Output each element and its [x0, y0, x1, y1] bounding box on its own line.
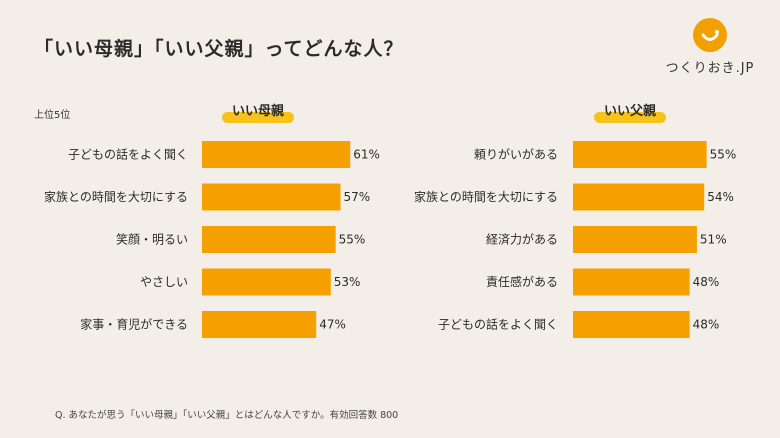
category-label: 経済力がある	[486, 232, 558, 247]
page-title: 「いい母親」「いい父親」ってどんな人？	[34, 38, 404, 60]
value-label: 53%	[334, 275, 361, 289]
father-chart-title: いい父親	[593, 99, 667, 123]
value-label: 48%	[693, 275, 720, 289]
bar	[573, 141, 707, 168]
category-label: 笑顔・明るい	[116, 232, 188, 247]
mother-bar-chart: 子どもの話をよく聞く 61% 家族との時間を大切にする 57% 笑顔・明るい 55% やさし…	[44, 141, 380, 338]
category-label: 子どもの話をよく聞く	[68, 147, 188, 162]
value-label: 48%	[693, 318, 720, 332]
bar	[202, 268, 331, 296]
bar	[202, 311, 317, 338]
bar	[573, 311, 690, 338]
brand-logo: つくりおき.JP	[662, 18, 758, 76]
bar	[573, 183, 705, 211]
value-label: 61%	[353, 148, 380, 162]
bar	[573, 268, 690, 296]
bar	[202, 141, 351, 168]
bar	[202, 183, 341, 211]
value-label: 47%	[319, 318, 346, 332]
mother-chart-title: いい母親	[221, 99, 295, 123]
bar	[573, 226, 697, 253]
value-label: 51%	[700, 233, 727, 247]
value-label: 57%	[344, 190, 371, 204]
category-label: 家族との時間を大切にする	[44, 189, 188, 204]
category-label: 責任感がある	[486, 274, 558, 289]
value-label: 54%	[707, 190, 734, 204]
value-label: 55%	[339, 233, 366, 247]
father-bar-chart: 頼りがいがある 55% 家族との時間を大切にする 54% 経済力がある 51% 責任感がある…	[414, 141, 736, 338]
bar	[202, 226, 336, 253]
category-label: 家事・育児ができる	[80, 317, 188, 332]
rank-note: 上位5位	[34, 110, 71, 121]
category-label: 頼りがいがある	[474, 147, 558, 162]
value-label: 55%	[710, 148, 737, 162]
logo-text: つくりおき.JP	[665, 61, 755, 76]
category-label: やさしい	[140, 275, 188, 289]
smile-face-icon	[693, 18, 727, 52]
footnote: Q. あなたが思う「いい母親」「いい父親」とはどんな人ですか。有効回答数 800	[55, 410, 399, 421]
category-label: 子どもの話をよく聞く	[438, 317, 558, 332]
category-label: 家族との時間を大切にする	[414, 189, 558, 204]
